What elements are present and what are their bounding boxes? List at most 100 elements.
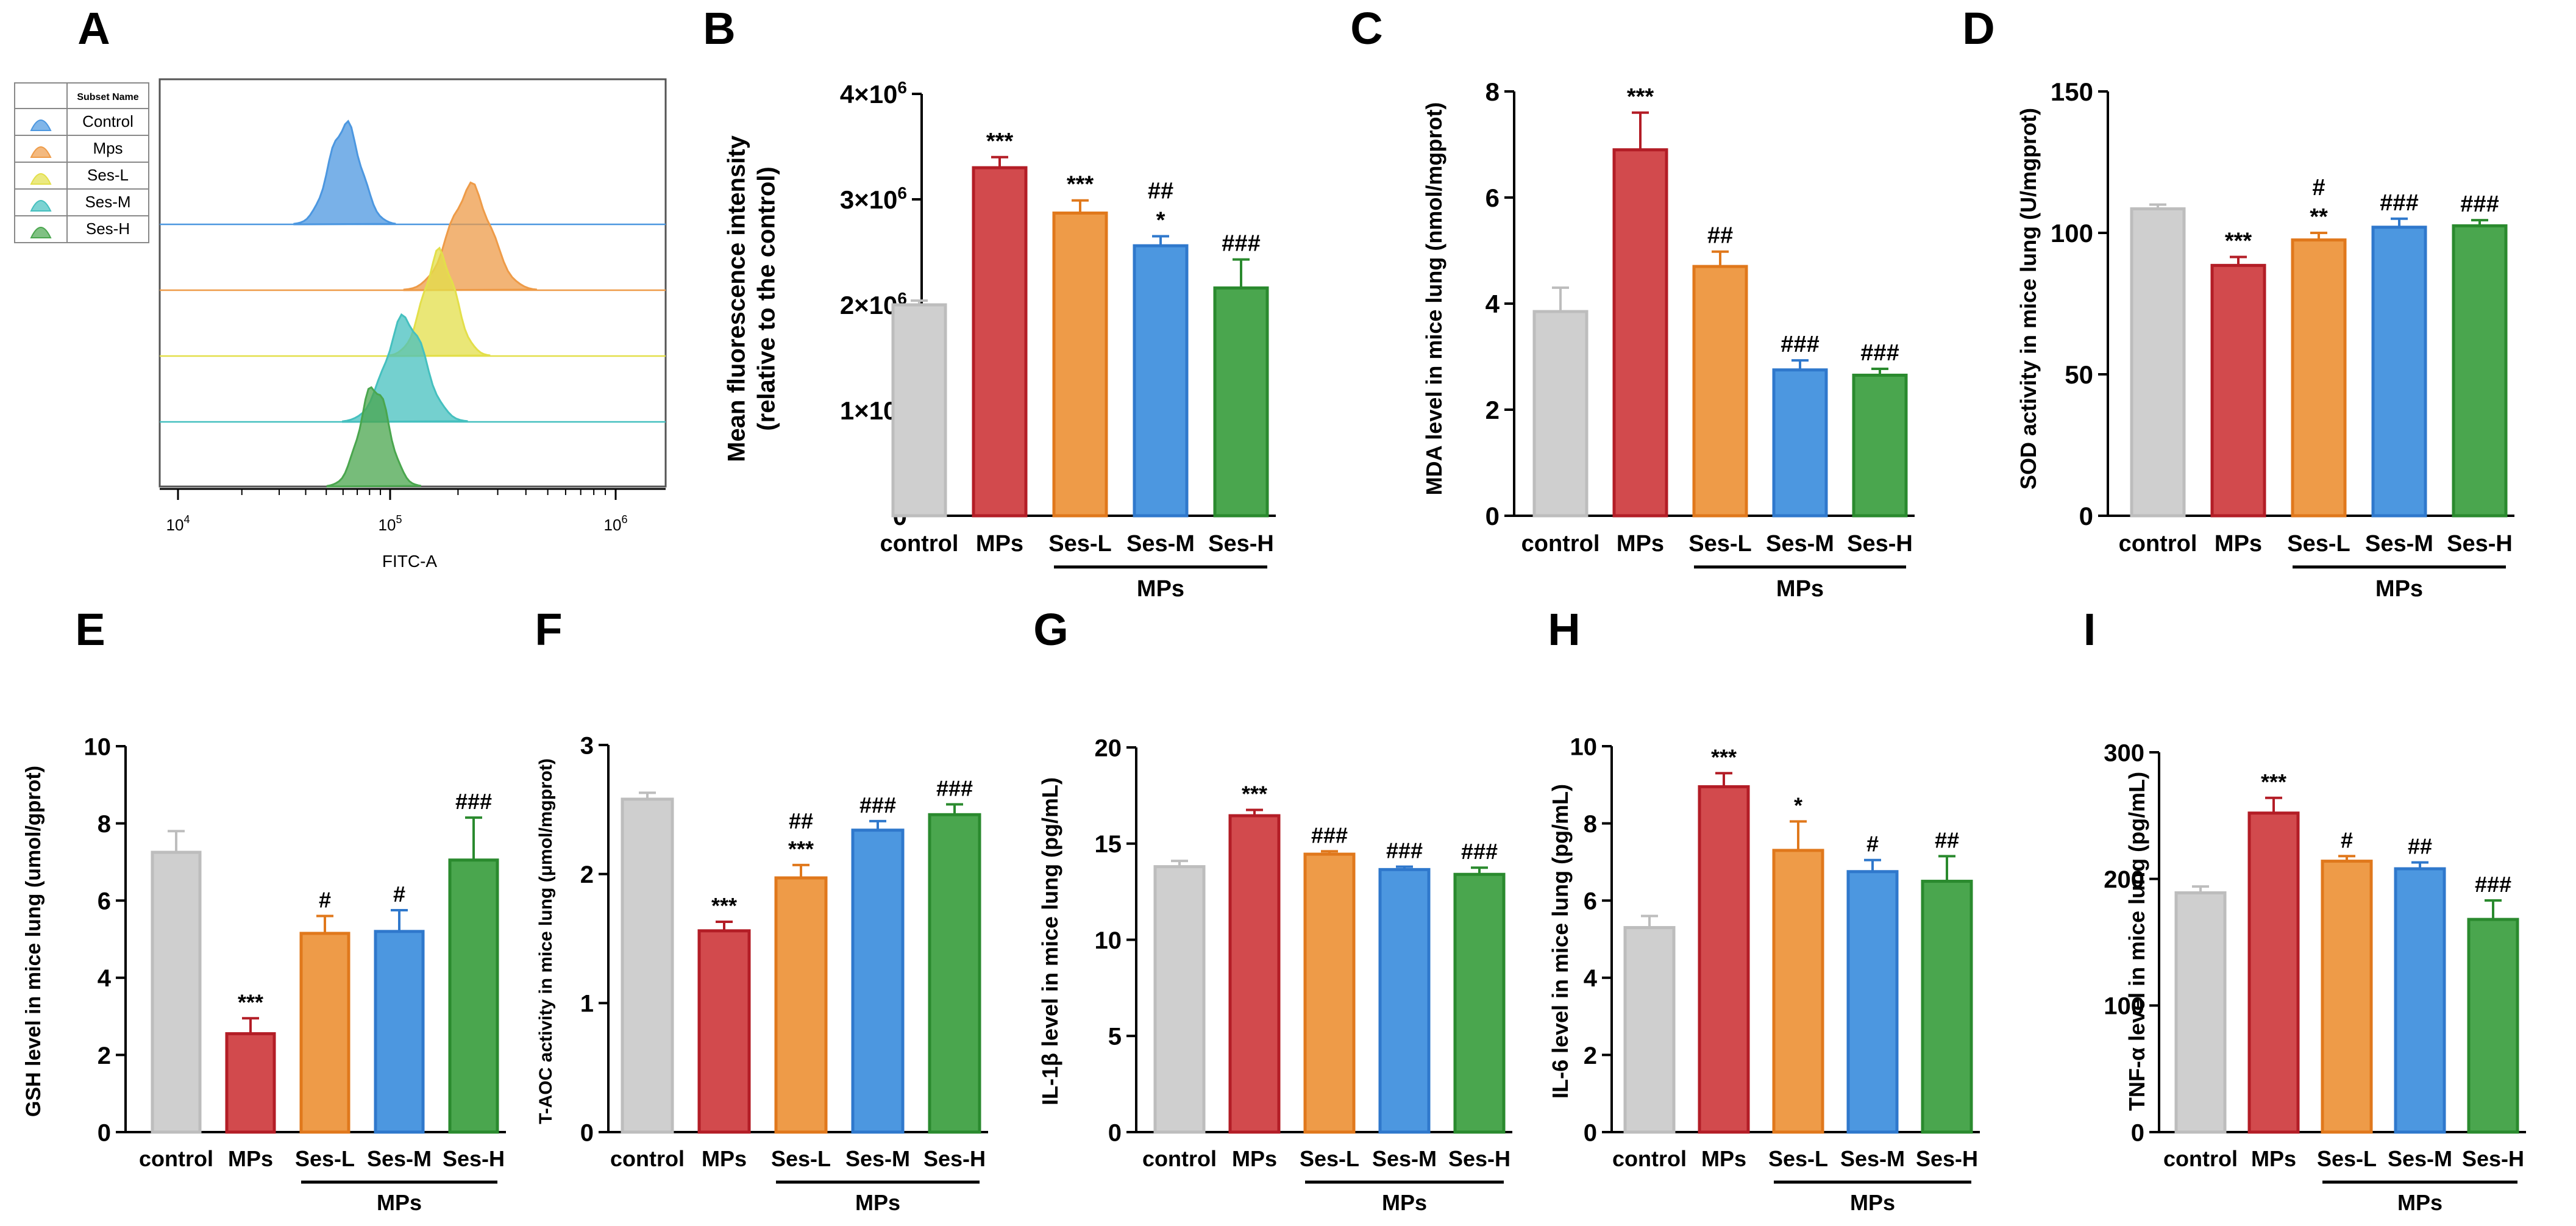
flow-x-tick-label: 106 <box>604 513 628 534</box>
legend-swatch <box>30 119 52 131</box>
panel-h: H 0 2 4 6 8 10 IL-6 level in mice lung (pg/mL) c… <box>1548 604 1980 1215</box>
x-tick-label: control <box>1612 1146 1687 1171</box>
x-tick-label: MPs <box>228 1146 273 1171</box>
bar <box>299 932 350 1134</box>
y-tick-label: 1 <box>580 991 594 1018</box>
y-tick-label: 0 <box>1485 502 1500 530</box>
y-tick-label: 4 <box>1584 965 1598 992</box>
x-tick-label: control <box>2119 531 2197 557</box>
x-tick-label: Ses-L <box>2287 531 2350 557</box>
x-tick-label: Ses-H <box>1916 1146 1978 1171</box>
y-tick-label: 3 <box>580 732 594 759</box>
y-tick-label: 2 <box>98 1042 111 1069</box>
significance-annotation: # <box>2341 827 2353 852</box>
flow-x-label: FITC-A <box>382 552 438 571</box>
legend-item: Control <box>82 112 133 130</box>
significance-annotation: ### <box>1461 839 1498 864</box>
y-tick-label: 10 <box>1570 733 1598 760</box>
significance-annotation: ### <box>1311 822 1348 847</box>
legend-item: Ses-M <box>85 193 130 211</box>
y-tick-label: 100 <box>2104 993 2144 1020</box>
panel-letter-h: H <box>1548 604 1580 655</box>
panel-letter-a: A <box>77 3 110 54</box>
bar <box>928 813 981 1134</box>
x-tick-label: Ses-M <box>2388 1146 2452 1171</box>
panel-letter-e: E <box>75 604 105 655</box>
bar <box>2371 226 2427 518</box>
y-tick-label: 6 <box>1584 888 1597 915</box>
x-tick-label: MPs <box>2215 531 2262 557</box>
bar <box>151 850 202 1134</box>
x-tick-label: Ses-H <box>1208 531 1274 557</box>
bar <box>1532 310 1589 518</box>
x-tick-label: Ses-H <box>443 1146 505 1171</box>
x-tick-label: Ses-M <box>2365 531 2433 557</box>
legend-item: Ses-H <box>86 219 130 238</box>
flow-histogram <box>403 181 537 291</box>
x-tick-label: MPs <box>702 1146 747 1171</box>
y-tick-label: 5 <box>1108 1024 1122 1050</box>
x-tick-label: Ses-M <box>1372 1146 1437 1171</box>
bar <box>891 303 947 518</box>
y-tick-label: 200 <box>2104 866 2144 893</box>
y-tick-label: 8 <box>98 811 111 838</box>
significance-annotation: ### <box>2460 191 2499 217</box>
y-tick-label: 6 <box>98 888 111 915</box>
bar <box>1612 148 1668 518</box>
bar <box>1133 244 1189 518</box>
significance-annotation: ### <box>1386 838 1423 863</box>
bar <box>1772 368 1828 518</box>
x-tick-label: Ses-H <box>2462 1146 2524 1171</box>
flow-histogram <box>293 119 396 226</box>
significance-annotation: *** <box>986 129 1014 154</box>
panel-c: C 0 2 4 6 8 MDA level in mice lung (nmol/mgpro… <box>1350 3 1915 602</box>
bar <box>374 930 425 1134</box>
x-tick-label: control <box>2163 1146 2238 1171</box>
x-tick-label: Ses-L <box>1048 531 1111 557</box>
panel-letter-g: G <box>1033 604 1069 655</box>
x-tick-label: Ses-M <box>1126 531 1195 557</box>
x-tick-label: Ses-L <box>295 1146 355 1171</box>
x-tick-label: Ses-L <box>1300 1146 1359 1171</box>
y-tick-label: 300 <box>2104 740 2144 766</box>
y-tick-label: 100 <box>2051 219 2093 248</box>
bar <box>1623 926 1676 1134</box>
x-tick-label: control <box>880 531 959 557</box>
bar <box>1852 373 1908 518</box>
bar <box>1228 814 1281 1134</box>
x-tick-label: Ses-H <box>1448 1146 1510 1171</box>
flow-x-tick-label: 104 <box>166 513 190 534</box>
y-tick-label: 150 <box>2051 77 2093 106</box>
bar <box>1846 870 1899 1134</box>
legend-item: Ses-L <box>87 166 129 184</box>
y-tick-label: 0 <box>1584 1119 1597 1146</box>
y-tick-label: 10 <box>1095 927 1122 954</box>
x-tick-label: Ses-H <box>2447 531 2513 557</box>
y-tick-label: 10 <box>84 733 112 760</box>
significance-annotation: ### <box>1860 340 1899 366</box>
bar <box>1213 286 1269 518</box>
significance-annotation: *** <box>1627 84 1654 110</box>
flow-panel: A Subset Name Control Mps Ses-L Ses-M Ses-H 104… <box>14 3 667 571</box>
significance-annotation: # <box>319 888 331 913</box>
significance-annotation: ## <box>1935 827 1959 852</box>
significance-annotation: *** <box>2261 769 2286 794</box>
panel-e: E 0 2 4 6 8 10 GSH level in mice lung (umol/gpr… <box>22 604 506 1215</box>
x-tick-label: Ses-L <box>2317 1146 2377 1171</box>
x-tick-label: Ses-L <box>1768 1146 1828 1171</box>
y-axis-label: Mean fluorescence intensity <box>724 135 750 462</box>
bar <box>2130 207 2186 518</box>
bar <box>1772 849 1824 1134</box>
bar <box>1453 872 1506 1134</box>
x-tick-label: control <box>139 1146 213 1171</box>
bar <box>621 797 674 1134</box>
bar <box>1378 868 1431 1134</box>
y-tick-label: 20 <box>1095 735 1122 761</box>
y-axis-label: IL-1β level in mice lung (pg/mL) <box>1037 777 1062 1105</box>
significance-annotation: *** <box>1242 782 1267 807</box>
x-tick-label: MPs <box>1232 1146 1277 1171</box>
legend-header: Subset Name <box>77 92 138 102</box>
bar <box>2174 891 2227 1134</box>
y-tick-label: 0 <box>1108 1119 1122 1146</box>
